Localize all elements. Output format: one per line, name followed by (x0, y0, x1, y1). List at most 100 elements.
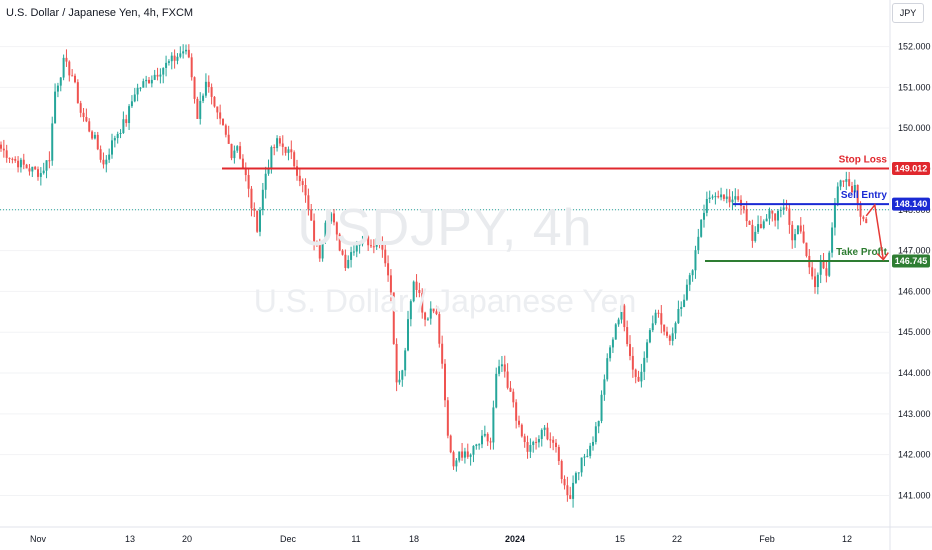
candle (518, 415, 520, 428)
candle (742, 205, 745, 214)
time-tick-label: 12 (842, 534, 852, 544)
candle (136, 83, 139, 102)
candle (404, 347, 407, 377)
candle (629, 335, 631, 361)
candle (705, 191, 708, 217)
candle (506, 363, 509, 390)
time-tick-label: 20 (182, 534, 192, 544)
candle (796, 225, 799, 235)
candle (583, 453, 586, 467)
trade-levels: Stop Loss Sell Entry Take Profit (222, 155, 889, 263)
candle (441, 335, 444, 369)
candle (720, 187, 723, 201)
candle (219, 104, 222, 125)
candle (93, 131, 96, 140)
candle (82, 108, 85, 122)
candle (557, 444, 560, 466)
candle (697, 228, 700, 255)
candle (2, 139, 5, 158)
candle (139, 87, 142, 92)
candle (765, 214, 768, 222)
candle (463, 447, 466, 464)
candle (239, 141, 242, 160)
price-tick-label: 144.000 (898, 368, 931, 378)
candle (407, 310, 409, 352)
candle (762, 219, 765, 230)
candle (660, 305, 663, 334)
candle (748, 220, 751, 225)
candle (853, 179, 856, 194)
candle (546, 422, 549, 441)
price-tick-label: 147.000 (898, 246, 931, 256)
candle (549, 432, 552, 449)
candle (683, 294, 686, 308)
candle (700, 219, 703, 238)
candle (768, 207, 771, 225)
sell-entry-label: Sell Entry (841, 190, 888, 201)
candlestick-series (0, 44, 868, 508)
currency-button[interactable]: JPY (892, 3, 924, 23)
candle (167, 59, 170, 66)
candle (774, 213, 777, 227)
candle (819, 254, 822, 284)
candle (159, 68, 162, 84)
candle (811, 261, 814, 280)
candle (577, 472, 580, 481)
candle (145, 75, 148, 88)
price-tick-label: 151.000 (898, 82, 931, 92)
candle (193, 76, 196, 104)
candle (839, 179, 842, 191)
candle (122, 111, 125, 134)
take-profit-label: Take Profit (836, 247, 888, 258)
candle (785, 199, 788, 211)
candle (370, 239, 372, 249)
candle (162, 67, 165, 84)
candle (39, 167, 42, 186)
candle (352, 242, 355, 256)
candle (865, 217, 868, 224)
candle (333, 209, 335, 226)
candle (196, 96, 199, 119)
candle (293, 150, 296, 170)
candle (187, 44, 190, 59)
candle (626, 320, 629, 347)
candle (592, 436, 594, 451)
price-axis[interactable]: 141.000 142.000 143.000 144.000 145.000 146.0… (898, 42, 931, 501)
candle (691, 269, 694, 282)
candle (199, 92, 202, 125)
time-tick-label: 2024 (505, 534, 525, 544)
candle (227, 125, 230, 145)
candle (355, 240, 358, 258)
svg-text:148.140: 148.140 (895, 199, 928, 209)
candle (372, 239, 375, 254)
candle (543, 425, 546, 437)
candle (495, 367, 498, 409)
candle (17, 156, 20, 173)
candle (142, 78, 145, 88)
candle (276, 135, 279, 152)
candle (165, 55, 168, 77)
grid-lines (0, 46, 889, 496)
candle (179, 46, 182, 59)
candle (91, 130, 94, 140)
candle (96, 131, 99, 151)
candle (344, 249, 347, 271)
candle (589, 442, 592, 459)
candle (429, 301, 432, 325)
candle (128, 104, 131, 131)
candle (779, 206, 782, 218)
candle (34, 165, 37, 171)
candle (310, 203, 313, 221)
candle (552, 436, 555, 451)
candle (130, 95, 133, 108)
candle (540, 428, 543, 447)
candle (54, 83, 57, 124)
candle (455, 458, 458, 472)
candle (102, 152, 105, 169)
candle (421, 288, 424, 319)
candle (708, 190, 711, 204)
candle (520, 423, 523, 438)
candle (341, 249, 344, 256)
time-axis[interactable]: Nov 13 20 Dec 11 18 2024 15 22 Feb 12 (30, 534, 852, 544)
